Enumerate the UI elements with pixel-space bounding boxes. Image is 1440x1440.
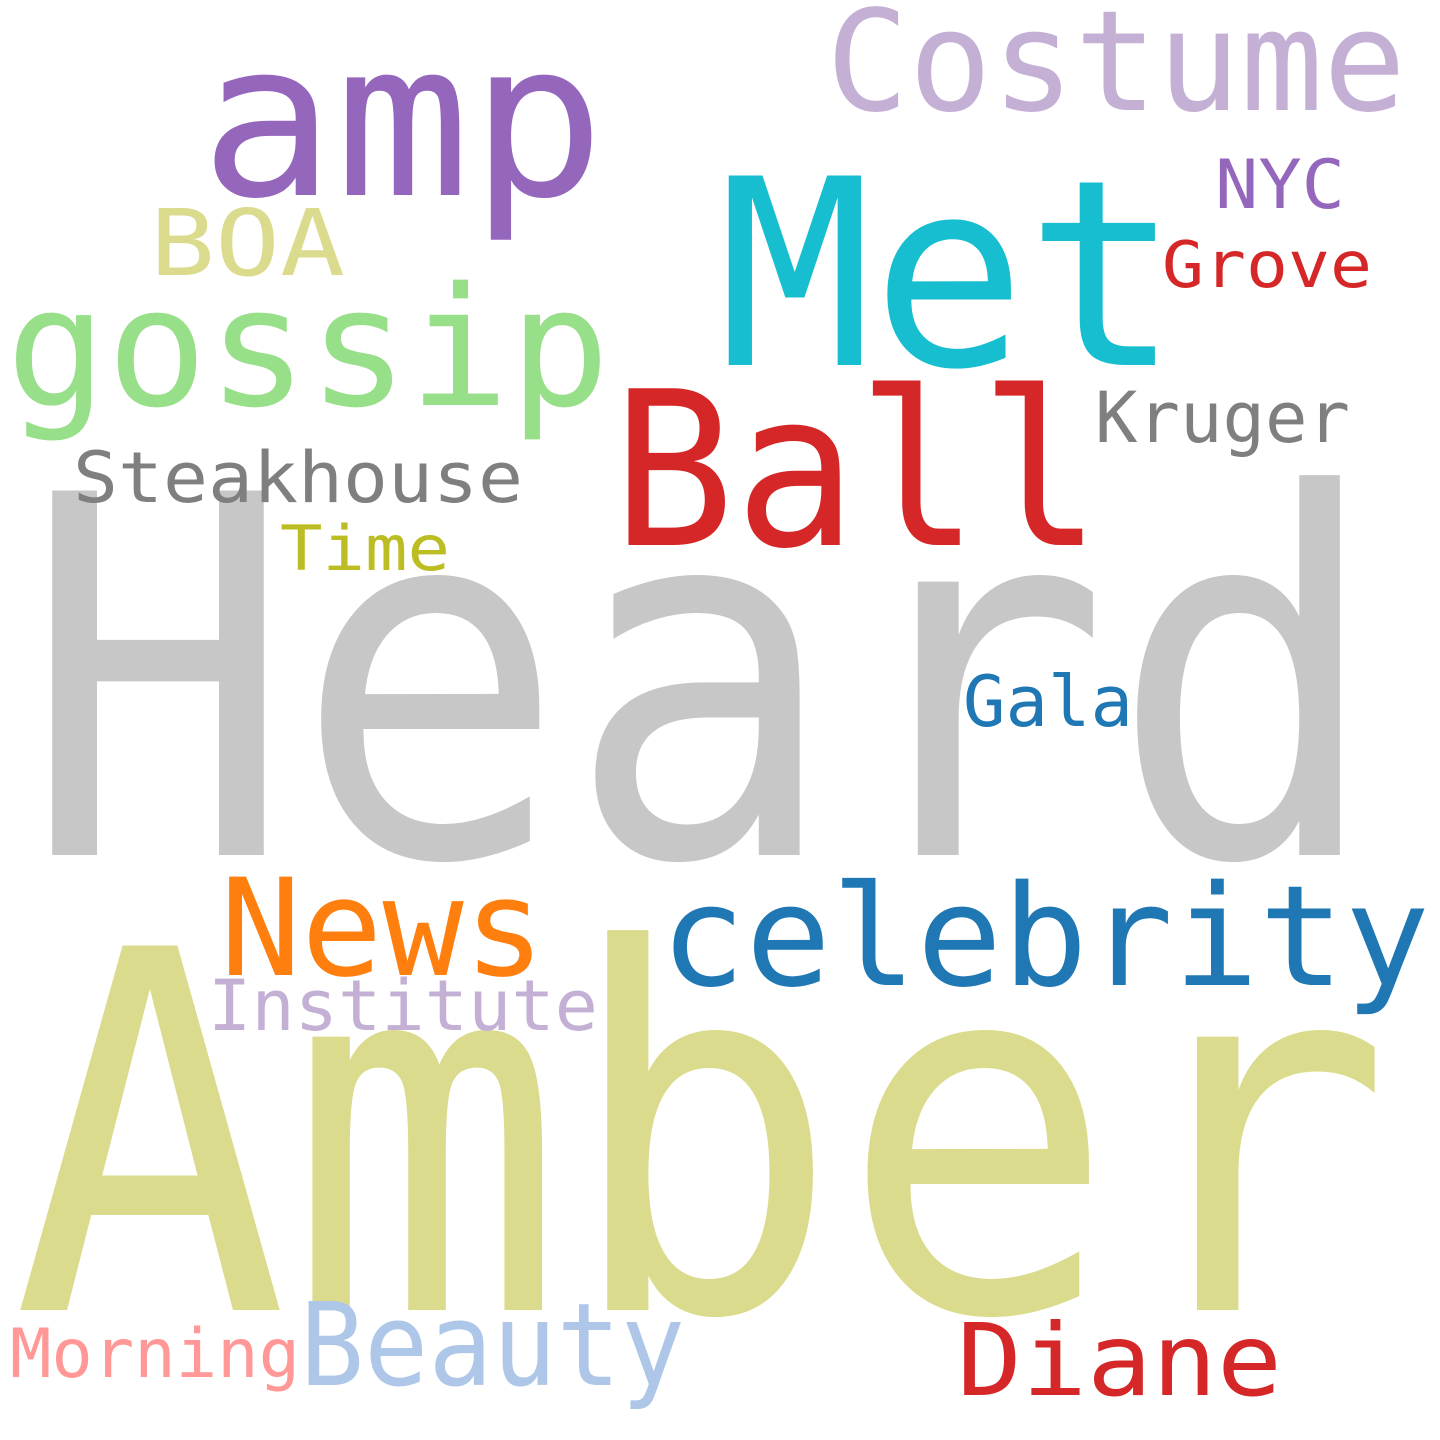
word-diane: Diane xyxy=(957,1302,1282,1419)
word-amber: Amber xyxy=(12,846,1392,1428)
word-time: Time xyxy=(280,512,450,585)
word-costume: Costume xyxy=(826,0,1406,144)
word-gala: Gala xyxy=(963,661,1133,743)
word-news: News xyxy=(220,850,545,1007)
word-beauty: Beauty xyxy=(300,1279,685,1413)
word-heard: Heard xyxy=(22,391,1382,973)
word-boa: BOA xyxy=(150,190,345,297)
word-gossip: gossip xyxy=(6,252,610,444)
word-ball: Ball xyxy=(612,345,1102,596)
word-amp: amp xyxy=(200,0,605,246)
word-nyc: NYC xyxy=(1215,146,1345,225)
word-celebrity: celebrity xyxy=(660,856,1430,1019)
word-kruger: Kruger xyxy=(1095,377,1350,459)
word-steakhouse: Steakhouse xyxy=(73,437,523,519)
word-met: Met xyxy=(718,125,1180,427)
word-grove: Grove xyxy=(1162,229,1372,303)
word-institute: Institute xyxy=(208,965,598,1047)
word-morning: Morning xyxy=(10,1315,300,1394)
